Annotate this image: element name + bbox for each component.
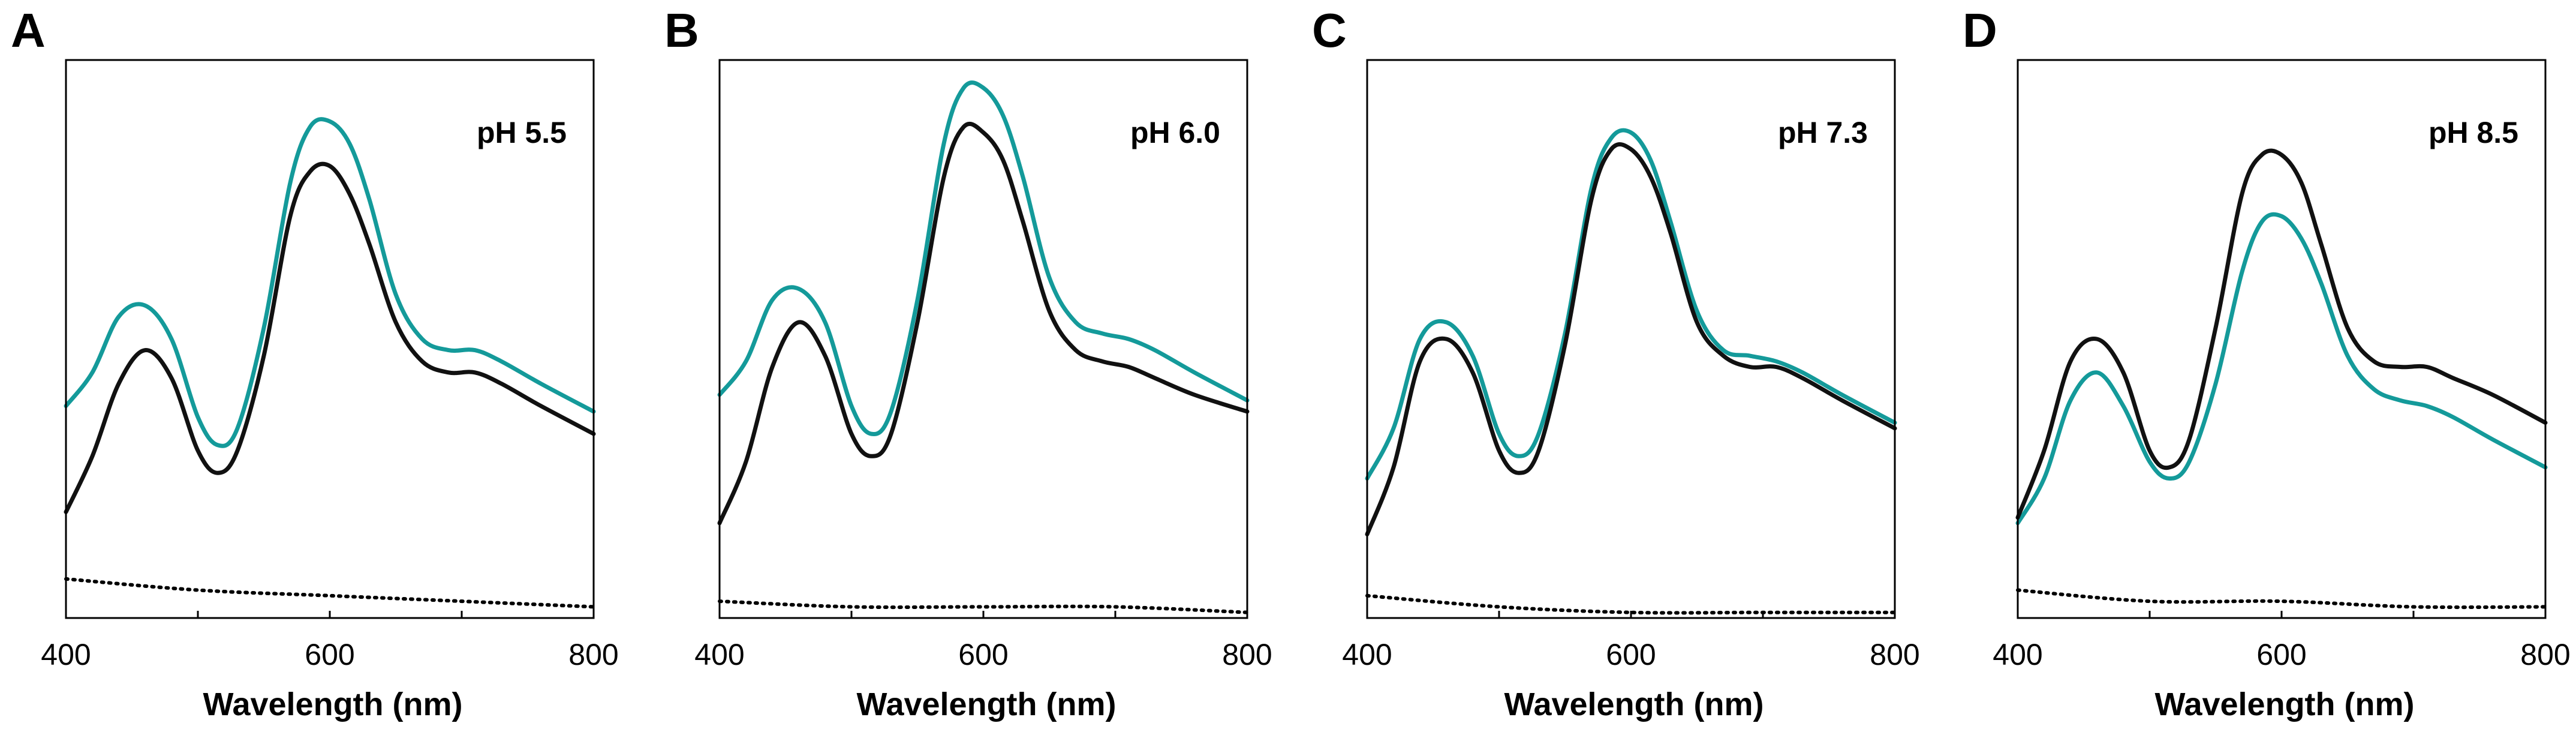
chart-panel-b: B 400 600 800 Wavelength (nm) pH 6.0 [664, 4, 1272, 722]
x-tick-label: 600 [305, 638, 354, 671]
series-line-black [1365, 142, 1897, 536]
x-tick-label: 800 [2520, 638, 2570, 671]
series-line-black [2015, 148, 2548, 520]
ph-annotation: pH 6.0 [1130, 116, 1220, 149]
x-tick-label: 400 [694, 638, 744, 671]
x-axis-title: Wavelength (nm) [203, 686, 462, 722]
x-tick-label: 400 [1342, 638, 1392, 671]
x-tick-label: 600 [1606, 638, 1656, 671]
series-line-black [717, 122, 1250, 526]
panel-letter: D [1963, 4, 1997, 57]
ph-annotation: pH 8.5 [2428, 116, 2518, 149]
series-line-baseline [2016, 588, 2547, 610]
chart-panel-c: C 400 600 800 Wavelength (nm) pH 7.3 [1312, 4, 1920, 722]
panel-letter: B [664, 4, 699, 57]
panel-letter: A [11, 4, 46, 57]
x-axis-title: Wavelength (nm) [1504, 686, 1764, 722]
x-tick-label: 800 [1870, 638, 1919, 671]
series-line-teal [64, 117, 596, 448]
chart-panel-a: A 400 600 800 Wavelength (nm) pH 5.5 [11, 4, 619, 722]
series-line-black [64, 161, 596, 514]
series-line-teal [717, 80, 1250, 436]
x-tick-label: 600 [2256, 638, 2306, 671]
series-line-baseline [1365, 593, 1897, 615]
series-line-teal [2015, 212, 2548, 526]
series-line-baseline [64, 577, 595, 609]
x-tick-label: 800 [568, 638, 618, 671]
x-tick-label: 400 [1993, 638, 2042, 671]
x-tick-label: 600 [958, 638, 1008, 671]
x-axis-title: Wavelength (nm) [856, 686, 1116, 722]
x-tick-label: 800 [1222, 638, 1272, 671]
chart-panel-d: D 400 600 800 Wavelength (nm) pH 8.5 [1963, 4, 2571, 722]
x-axis-title: Wavelength (nm) [2154, 686, 2414, 722]
x-tick-label: 400 [41, 638, 91, 671]
ph-annotation: pH 7.3 [1778, 116, 1868, 149]
series-line-baseline [718, 599, 1249, 614]
panel-letter: C [1312, 4, 1347, 57]
ph-annotation: pH 5.5 [477, 116, 567, 149]
series-line-teal [1365, 128, 1897, 481]
